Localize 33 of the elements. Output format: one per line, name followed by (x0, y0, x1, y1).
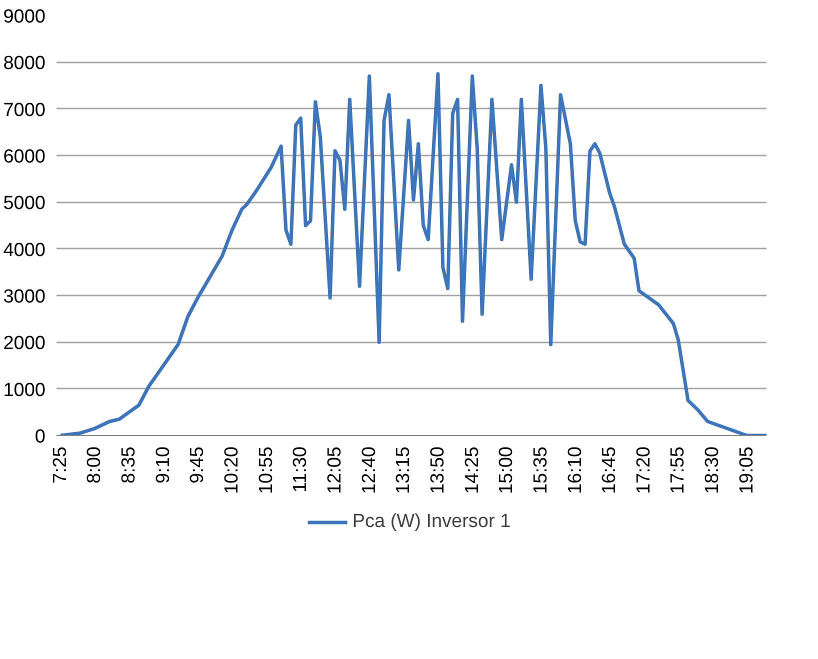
y-tick-label: 2000 (3, 333, 46, 354)
x-tick-label: 15:00 (496, 446, 518, 494)
x-tick-label: 16:45 (599, 446, 620, 494)
x-tick-label: 9:45 (187, 446, 208, 484)
x-tick-label: 8:35 (118, 446, 140, 484)
x-tick-label: 11:30 (290, 446, 312, 493)
x-tick-label: 16:10 (564, 446, 586, 494)
x-tick-label: 17:20 (633, 446, 654, 494)
x-tick-label: 15:35 (530, 446, 552, 494)
y-tick-label: 5000 (3, 193, 46, 214)
x-tick-label: 18:30 (702, 446, 724, 494)
y-tick-label: 9000 (3, 6, 46, 28)
x-tick-label: 9:10 (152, 446, 174, 484)
y-tick-label: 3000 (3, 286, 46, 308)
x-tick-label: 19:05 (736, 446, 758, 494)
x-tick-label: 12:05 (324, 446, 346, 494)
y-tick-label: 8000 (3, 53, 46, 74)
legend-label: Pca (W) Inversor 1 (352, 511, 511, 533)
x-tick-label: 12:40 (358, 446, 380, 494)
x-tick-label: 7:25 (50, 446, 71, 484)
y-tick-label: 1000 (3, 380, 46, 401)
y-tick-label: 6000 (3, 146, 46, 168)
y-tick-label: 7000 (3, 100, 46, 121)
y-tick-label: 0 (34, 426, 46, 448)
line-series (58, 72, 766, 436)
x-tick-label: 13:15 (393, 446, 414, 494)
x-tick-label: 17:55 (668, 446, 689, 494)
x-tick-label: 13:50 (427, 446, 448, 494)
x-tick-label: 10:55 (256, 446, 277, 494)
x-tick-label: 8:00 (84, 446, 106, 484)
y-tick-label: 4000 (3, 240, 46, 261)
x-tick-label: 14:25 (462, 446, 483, 494)
x-tick-label: 10:20 (222, 446, 243, 494)
